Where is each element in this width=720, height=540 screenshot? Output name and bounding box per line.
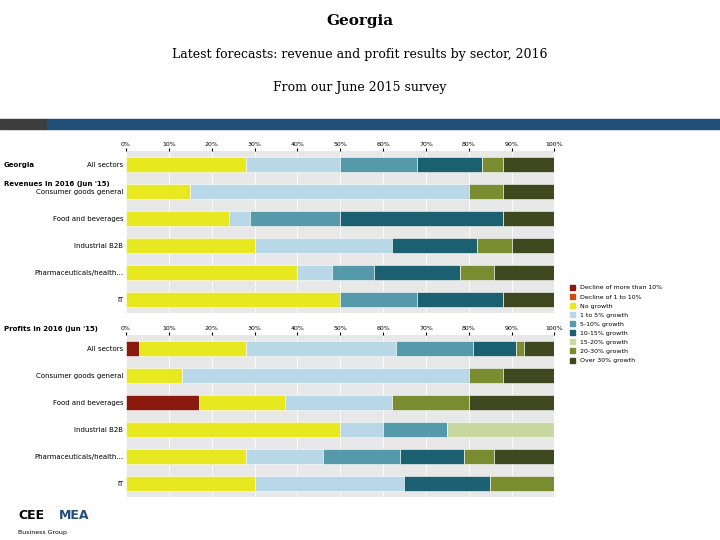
Text: MEA: MEA <box>59 509 89 523</box>
Bar <box>255 238 392 253</box>
Bar <box>139 341 246 356</box>
Bar <box>460 265 495 280</box>
Bar <box>473 341 516 356</box>
Bar <box>516 341 524 356</box>
Bar <box>126 476 255 491</box>
Bar <box>418 157 482 172</box>
Bar <box>126 238 255 253</box>
Bar <box>251 211 340 226</box>
Bar <box>469 184 503 199</box>
Bar <box>503 184 554 199</box>
Text: Revenues in 2016 (Jun '15): Revenues in 2016 (Jun '15) <box>4 181 109 187</box>
Bar <box>126 292 340 307</box>
Bar <box>126 211 229 226</box>
Bar <box>246 449 323 464</box>
Bar <box>126 422 340 437</box>
Bar <box>418 292 503 307</box>
Bar <box>383 422 447 437</box>
Bar <box>126 265 297 280</box>
Bar <box>469 395 554 410</box>
Bar <box>396 341 473 356</box>
Bar <box>477 238 511 253</box>
Bar <box>229 211 251 226</box>
Bar <box>284 395 392 410</box>
Bar <box>190 184 469 199</box>
Bar <box>511 238 554 253</box>
Bar <box>524 341 554 356</box>
Bar <box>464 449 495 464</box>
Bar <box>490 476 554 491</box>
Legend: Decline of more than 10%, Decline of 1 to 10%, No growth, 1 to 5% growth, 5-10% : Decline of more than 10%, Decline of 1 t… <box>568 284 664 364</box>
Bar <box>400 449 464 464</box>
Bar <box>126 341 139 356</box>
Text: Georgia: Georgia <box>326 14 394 28</box>
Text: Latest forecasts: revenue and profit results by sector, 2016: Latest forecasts: revenue and profit res… <box>172 48 548 60</box>
Bar <box>340 211 503 226</box>
Bar <box>126 368 181 383</box>
Bar <box>392 238 477 253</box>
Bar <box>447 422 554 437</box>
Bar <box>503 292 554 307</box>
Bar <box>405 476 490 491</box>
Bar <box>126 395 199 410</box>
Bar <box>181 368 469 383</box>
Bar <box>340 157 418 172</box>
Text: From our June 2015 survey: From our June 2015 survey <box>274 81 446 94</box>
Bar <box>297 265 332 280</box>
Bar <box>503 157 554 172</box>
Text: Georgia: Georgia <box>4 162 35 168</box>
Bar <box>126 157 246 172</box>
Bar <box>246 341 396 356</box>
Bar <box>495 449 554 464</box>
Bar <box>255 476 405 491</box>
Bar <box>392 395 469 410</box>
Bar <box>495 265 554 280</box>
Bar <box>340 292 418 307</box>
Bar <box>503 211 554 226</box>
Bar <box>340 422 383 437</box>
Bar <box>332 265 374 280</box>
Bar <box>199 395 284 410</box>
Text: Business Group: Business Group <box>18 530 67 535</box>
Bar <box>126 184 190 199</box>
Bar <box>482 157 503 172</box>
Bar <box>126 449 246 464</box>
Text: Profits in 2016 (Jun '15): Profits in 2016 (Jun '15) <box>4 326 97 332</box>
Bar <box>374 265 460 280</box>
Bar <box>469 368 503 383</box>
Bar <box>0 119 47 129</box>
Bar <box>323 449 400 464</box>
Text: CEE: CEE <box>18 509 44 523</box>
Bar <box>246 157 340 172</box>
Bar <box>503 368 554 383</box>
